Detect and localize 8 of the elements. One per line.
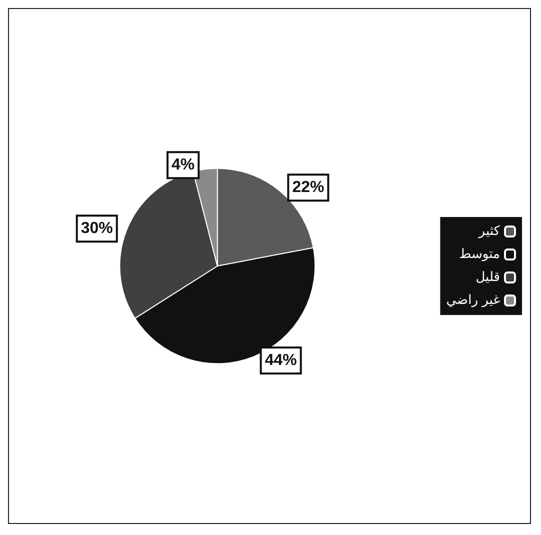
legend-label: كثير xyxy=(478,224,501,239)
legend-label: متوسط xyxy=(459,247,500,262)
data-label: 4% xyxy=(172,156,195,174)
data-label: 22% xyxy=(292,179,324,196)
legend-label: قليل xyxy=(476,270,500,285)
data-label: 44% xyxy=(264,352,297,370)
legend-label: غير راضي xyxy=(446,293,500,308)
data-label: 30% xyxy=(80,220,113,238)
